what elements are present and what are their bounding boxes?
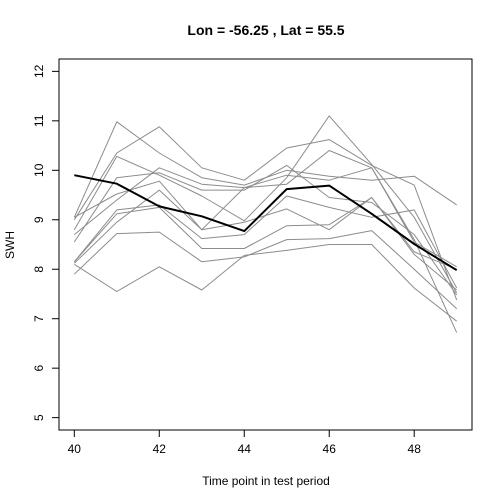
ensemble-series-line <box>73 150 458 333</box>
chart-title: Lon = -56.25 , Lat = 55.5 <box>187 22 344 38</box>
x-tick-label: 46 <box>323 442 337 456</box>
ensemble-series-line <box>73 230 458 310</box>
y-tick-label: 11 <box>32 114 46 127</box>
y-tick-label: 9 <box>32 216 46 223</box>
ensemble-series-line <box>73 121 457 218</box>
y-tick-label: 12 <box>32 64 46 78</box>
x-tick-label: 48 <box>408 442 422 456</box>
x-axis: 40 42 44 46 48 <box>68 429 422 456</box>
x-tick-label: 40 <box>68 442 82 456</box>
x-tick-label: 42 <box>153 442 167 456</box>
y-tick-label: 6 <box>32 365 46 372</box>
plot-frame <box>58 58 473 431</box>
y-tick-label: 7 <box>32 315 46 322</box>
y-axis: 5 6 7 8 9 10 11 12 <box>32 64 60 421</box>
mean-series-line <box>74 174 458 272</box>
ensemble-series-line <box>73 189 458 291</box>
y-axis-label: SWH <box>3 231 17 259</box>
ensemble-series-line <box>74 167 457 268</box>
ensemble-series-line <box>74 244 458 322</box>
y-tick-label: 10 <box>32 163 46 177</box>
y-tick-label: 8 <box>32 266 46 273</box>
y-tick-label: 5 <box>32 414 46 421</box>
series-layer <box>73 115 458 333</box>
x-axis-label: Time point in test period <box>202 474 330 488</box>
ensemble-series-line <box>73 197 457 270</box>
x-tick-label: 44 <box>238 442 252 456</box>
ensemble-series-line <box>73 126 458 301</box>
ensemble-series-line <box>73 115 458 294</box>
ensemble-series-line <box>73 164 458 296</box>
